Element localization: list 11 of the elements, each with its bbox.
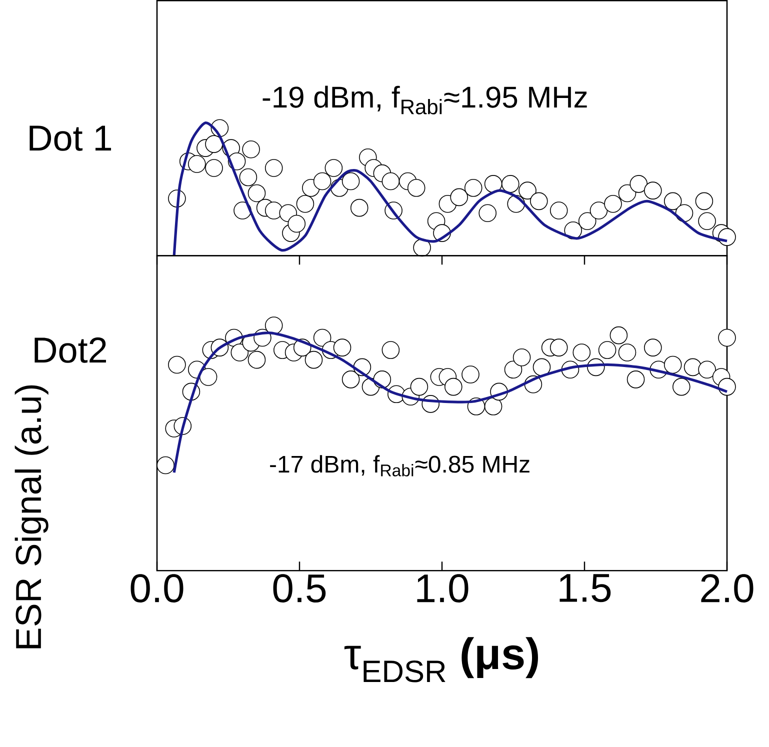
annotation: -17 dBm, f$_{Rabi}$≈0.85 MHz (270, 455, 530, 477)
x-tick-label: 0.5 (273, 574, 326, 603)
text: Dot2 (34, 338, 106, 364)
x-tick-label: 1.5 (560, 574, 611, 602)
text: Dot 1 (30, 126, 112, 152)
text: -19 dBm, f$_{Rabi}$≈1.95 MHz (262, 86, 587, 115)
x-tick-label: 0.0 (130, 574, 184, 603)
y-axis-title: ESR Signal (a.u) (14, 386, 48, 648)
x-tick-label: 1.0 (417, 574, 468, 603)
x-axis-title: τ$_{EDSR}$ (μs) (344, 637, 538, 682)
x-tick-label: 2.0 (701, 574, 754, 603)
